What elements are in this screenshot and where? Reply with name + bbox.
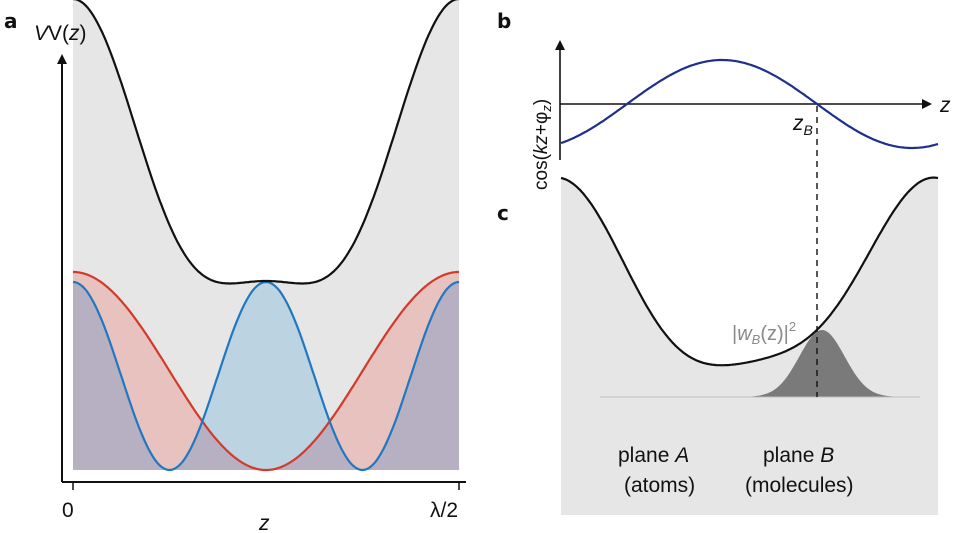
plane-a-title: plane A [618, 444, 689, 467]
b-z-axis-label: z [939, 94, 951, 117]
blue-potential-fill [73, 282, 459, 470]
total-potential-curve [72, 0, 460, 285]
lattice-potential-curve [560, 176, 939, 367]
plane-b-title: plane B [763, 444, 834, 467]
b-y-axis-label: cos(kz+φz) [531, 99, 554, 190]
red-potential-fill [73, 272, 459, 470]
x-axis-label: z [258, 512, 270, 533]
plane-b-subtitle: (molecules) [745, 474, 854, 497]
zb-label: zB [792, 112, 813, 138]
x-tick-label-end: λ/2 [430, 499, 458, 522]
plane-a-subtitle: (atoms) [624, 474, 695, 497]
panel-a-label: a [4, 9, 18, 33]
panel-b-label: b [497, 9, 511, 33]
panel-b: b z cos(kz+φz) zB [497, 9, 951, 190]
overlap-fill [73, 282, 459, 470]
lattice-potential-fill [561, 177, 938, 515]
x-tick-label-start: 0 [62, 499, 74, 522]
wavefunction-label: |wB(z)|2 [732, 319, 796, 347]
cosine-curve [560, 58, 939, 150]
red-potential-curve [73, 270, 459, 472]
panel-a: a VV(z) 0 λ/2 z [4, 0, 466, 533]
panel-c: c |wB(z)|2 plane A (atoms) plane B (mole… [497, 106, 939, 515]
total-potential-fill [73, 0, 459, 470]
panel-c-label: c [497, 201, 509, 225]
y-axis-label: VV(z) [34, 22, 87, 45]
